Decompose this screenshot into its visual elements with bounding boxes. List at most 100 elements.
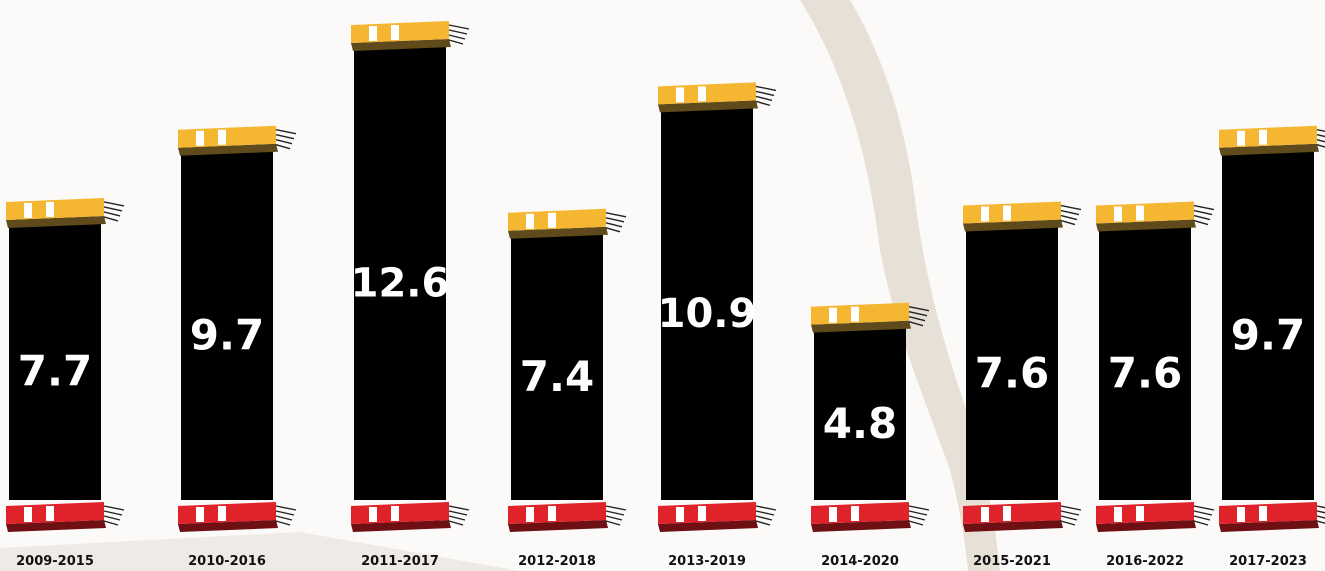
top-book-icon <box>963 201 1082 232</box>
book-stripe <box>391 25 399 40</box>
book-stripe <box>196 507 204 522</box>
bottom-book-icon <box>508 502 627 532</box>
book-page-line <box>1060 515 1078 521</box>
top-book-icon <box>811 302 930 333</box>
book-page-line <box>275 510 295 516</box>
book-spine <box>963 520 1063 532</box>
book-page-line <box>605 222 623 228</box>
book-spine <box>351 520 451 532</box>
category-label: 2016-2022 <box>1106 554 1184 569</box>
book-page-line <box>755 515 773 521</box>
book-stripe <box>24 507 32 522</box>
bar-group: 4.8 2014-2020 <box>811 302 930 569</box>
book-spine <box>6 520 106 532</box>
book-spine <box>658 520 758 532</box>
book-stripe <box>829 507 837 522</box>
book-page-line <box>605 217 625 223</box>
bar-value-label: 12.6 <box>351 261 450 307</box>
book-spine <box>963 219 1063 232</box>
book-page-line <box>1316 144 1325 148</box>
book-page-line <box>1316 510 1325 514</box>
book-page-line <box>103 216 119 222</box>
category-label: 2015-2021 <box>973 554 1051 569</box>
book-spine <box>178 520 278 532</box>
book-stripe <box>1237 507 1245 522</box>
book-stripe <box>526 213 534 229</box>
book-page-line <box>448 29 468 35</box>
book-stripe <box>46 506 54 521</box>
book-page-line <box>1316 129 1325 133</box>
book-stripe <box>548 506 556 521</box>
bar-group: 7.6 2015-2021 <box>963 201 1082 569</box>
book-stripe <box>981 507 989 522</box>
bottom-book-icon <box>1096 502 1215 532</box>
book-stripe <box>526 507 534 522</box>
book-stripe <box>24 202 32 218</box>
book-page-line <box>908 315 926 322</box>
top-book-icon <box>658 82 777 113</box>
bottom-book-icon <box>658 502 777 532</box>
book-page-line <box>275 144 291 150</box>
book-spine <box>6 215 106 228</box>
ground-decoration <box>0 532 520 571</box>
book-page-line <box>448 515 466 521</box>
book-spine <box>508 226 608 239</box>
book-stripe <box>1003 205 1011 221</box>
book-page-line <box>1316 505 1325 509</box>
bar-group: 7.6 2016-2022 <box>1096 201 1215 569</box>
book-stripe <box>218 506 226 521</box>
book-spine <box>508 520 608 532</box>
book-page-line <box>275 129 297 135</box>
bar <box>181 149 273 500</box>
book-page-line <box>103 201 125 207</box>
book-page-line <box>1316 520 1325 525</box>
bar <box>661 106 753 500</box>
book-page-line <box>103 520 119 526</box>
book-spine <box>1219 143 1319 156</box>
book-spine <box>1096 219 1196 232</box>
bar-group: 7.7 2009-2015 <box>6 197 125 569</box>
book-stripe <box>676 87 684 103</box>
bars-group: 7.7 2009-2015 9.7 2010-2016 12.6 2011-2017 7.4… <box>6 21 1325 569</box>
category-label: 2009-2015 <box>16 554 94 569</box>
book-page-line <box>755 505 777 511</box>
bar <box>1099 225 1191 501</box>
book-stripe <box>676 507 684 522</box>
book-page-line <box>1060 505 1082 511</box>
book-page-line <box>275 134 295 140</box>
bottom-book-icon <box>963 502 1082 532</box>
book-stripe <box>981 206 989 222</box>
book-page-line <box>1193 209 1213 216</box>
bar <box>511 232 603 500</box>
book-page-line <box>908 515 926 521</box>
book-page-line <box>275 520 291 526</box>
book-spine <box>811 320 911 333</box>
book-page-line <box>605 520 621 526</box>
bar-value-label: 10.9 <box>658 291 757 337</box>
book-stripe <box>1114 507 1122 522</box>
book-page-line <box>275 515 293 521</box>
book-page-line <box>1193 204 1215 211</box>
book-stripe <box>1136 506 1144 521</box>
book-page-line <box>448 505 470 511</box>
book-page-line <box>908 510 928 516</box>
book-page-line <box>908 310 928 317</box>
category-label: 2013-2019 <box>668 554 746 569</box>
book-page-line <box>448 34 466 40</box>
bottom-book-icon <box>811 502 930 532</box>
book-page-line <box>1193 505 1215 511</box>
book-stripe <box>1259 506 1267 521</box>
book-page-line <box>605 510 625 516</box>
bottom-book-icon <box>1219 502 1325 532</box>
book-page-line <box>755 520 771 526</box>
bar-group: 10.9 2013-2019 <box>658 82 777 569</box>
book-spine <box>1219 520 1319 532</box>
book-page-line <box>1060 204 1082 211</box>
top-book-icon <box>508 208 627 239</box>
category-label: 2011-2017 <box>361 554 439 569</box>
book-stripe <box>1114 206 1122 222</box>
bar-group: 7.4 2012-2018 <box>508 208 627 569</box>
book-page-line <box>1193 219 1209 226</box>
bar-value-label: 9.7 <box>1231 311 1305 360</box>
book-page-line <box>908 320 924 327</box>
